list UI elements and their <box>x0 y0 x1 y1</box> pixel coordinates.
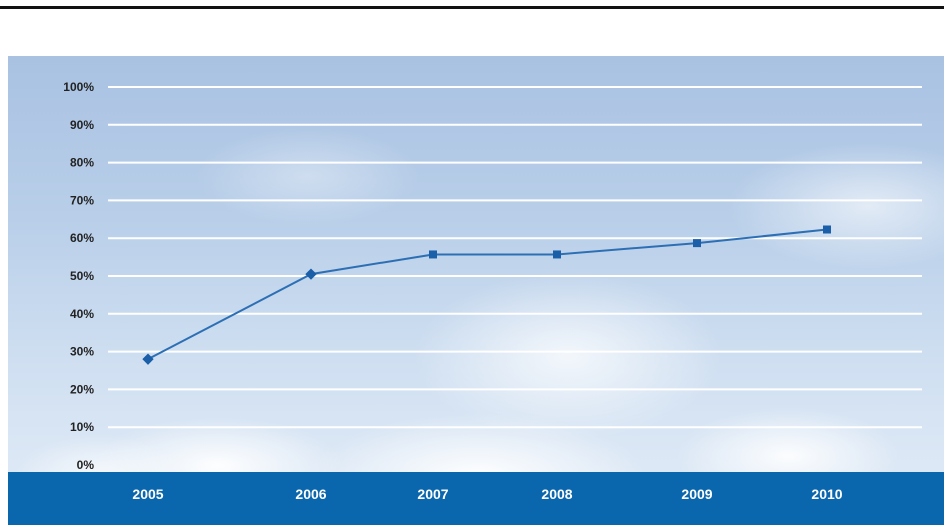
data-point-marker <box>142 353 154 365</box>
data-point-marker <box>553 250 561 259</box>
y-axis-labels: 0% 10% 20% 30% 40% 50% 60% 70% 80% 90% 100% <box>63 80 94 472</box>
data-point-marker <box>693 239 701 248</box>
y-tick-label: 30% <box>70 345 94 359</box>
series-line <box>147 228 828 361</box>
top-rule <box>0 6 944 9</box>
x-tick-label: 2005 <box>132 486 163 502</box>
line-chart: 0%10%20%30%40%50%60%70%80%90%100% 2005 20… <box>63 80 922 502</box>
data-series <box>142 225 831 365</box>
y-tick-label: 100% <box>63 80 94 94</box>
x-tick-label: 2010 <box>811 486 842 502</box>
sky-background <box>8 56 944 525</box>
x-tick-label: 2008 <box>541 486 572 502</box>
y-tick-label: 50% <box>70 269 94 283</box>
data-point-marker <box>823 225 831 234</box>
x-tick-label: 2006 <box>295 486 326 502</box>
y-tick-label: 70% <box>70 193 94 207</box>
x-tick-label: 2007 <box>417 486 448 502</box>
y-tick-label: 10% <box>70 420 94 434</box>
y-tick-label: 90% <box>70 118 94 132</box>
y-tick-label: 40% <box>70 307 94 321</box>
x-axis-band <box>8 472 944 525</box>
data-point-marker <box>429 250 437 259</box>
data-point-marker <box>305 268 317 280</box>
y-tick-label: 60% <box>70 231 94 245</box>
y-tick-label: 20% <box>70 382 94 396</box>
gridlines <box>108 86 922 429</box>
y-tick-label: 0% <box>77 458 95 472</box>
x-axis-labels: 2005 2006 2007 2008 2009 2010 <box>132 486 842 502</box>
chart-frame: 0% 10% 20% 30% 40% 50% 60% 70% 80% 90% 100% 2005 20… <box>8 56 944 525</box>
y-tick-label: 80% <box>70 156 94 170</box>
x-tick-label: 2009 <box>681 486 712 502</box>
